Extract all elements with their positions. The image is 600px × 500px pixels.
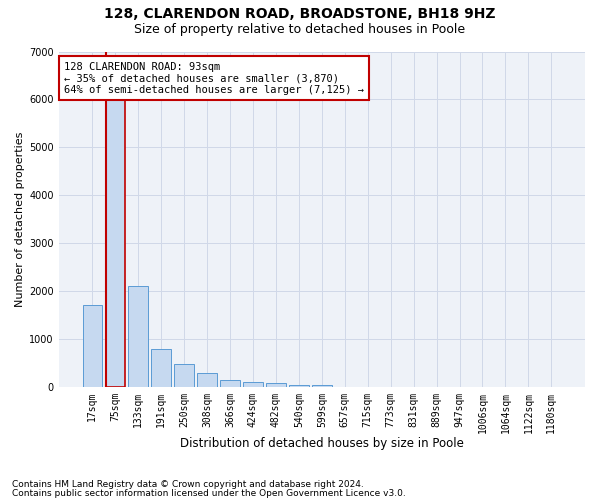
X-axis label: Distribution of detached houses by size in Poole: Distribution of detached houses by size … <box>180 437 464 450</box>
Text: 128 CLARENDON ROAD: 93sqm
← 35% of detached houses are smaller (3,870)
64% of se: 128 CLARENDON ROAD: 93sqm ← 35% of detac… <box>64 62 364 95</box>
Text: Contains public sector information licensed under the Open Government Licence v3: Contains public sector information licen… <box>12 488 406 498</box>
Bar <box>106 73 125 387</box>
Bar <box>289 386 308 387</box>
Y-axis label: Number of detached properties: Number of detached properties <box>15 132 25 307</box>
Bar <box>220 380 240 387</box>
Bar <box>175 364 194 387</box>
Text: 128, CLARENDON ROAD, BROADSTONE, BH18 9HZ: 128, CLARENDON ROAD, BROADSTONE, BH18 9H… <box>104 8 496 22</box>
Bar <box>243 382 263 387</box>
Bar <box>197 374 217 387</box>
Text: Contains HM Land Registry data © Crown copyright and database right 2024.: Contains HM Land Registry data © Crown c… <box>12 480 364 489</box>
Bar <box>266 384 286 387</box>
Bar <box>151 348 171 387</box>
Bar <box>312 386 332 387</box>
Bar <box>128 286 148 387</box>
Text: Size of property relative to detached houses in Poole: Size of property relative to detached ho… <box>134 22 466 36</box>
Bar <box>83 306 102 387</box>
